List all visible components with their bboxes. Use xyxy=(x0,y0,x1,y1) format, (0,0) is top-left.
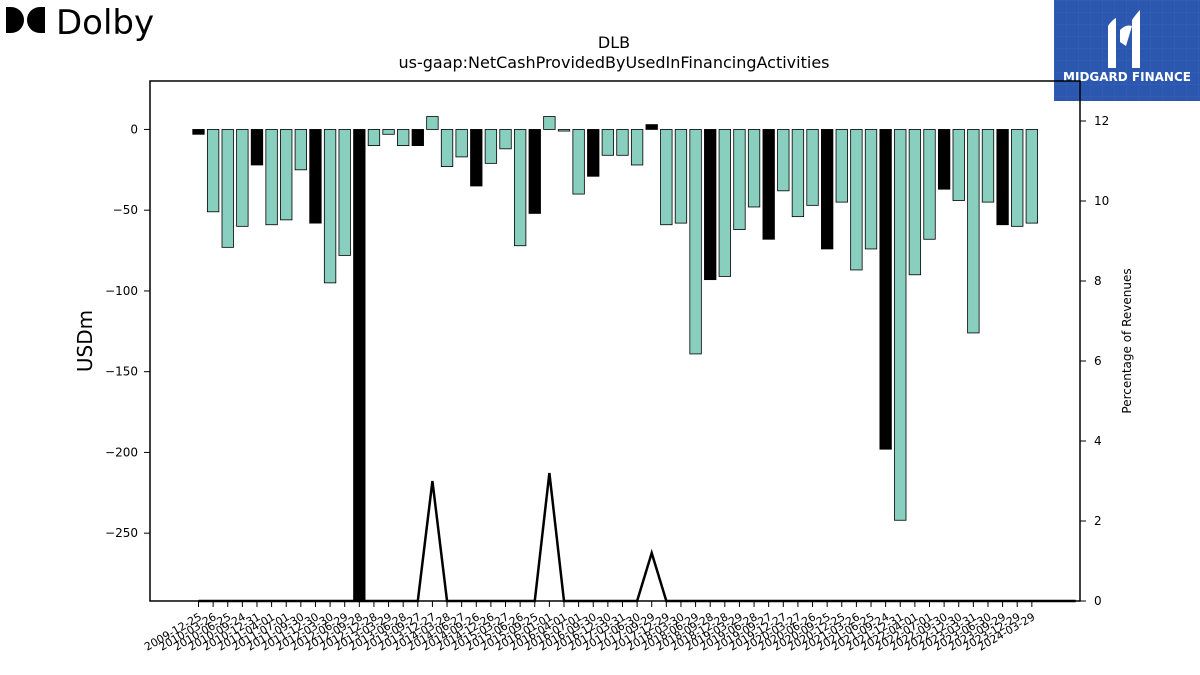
bar-2015-03-27 xyxy=(499,129,512,150)
bar-2019-03-29 xyxy=(733,129,746,230)
bar-2017-12-29 xyxy=(660,129,673,226)
bar-2021-03-26 xyxy=(850,129,863,271)
bar-2014-03-28 xyxy=(440,129,454,167)
bar-2012-09-28 xyxy=(353,129,366,602)
bar-2012-03-30 xyxy=(323,129,337,284)
bar-2018-03-30 xyxy=(674,129,688,224)
y2-axis-ticks: 0 2 4 6 8 10 12 xyxy=(1080,114,1109,608)
bar-2013-12-27 xyxy=(426,116,439,130)
bar-2020-09-25 xyxy=(821,129,834,250)
bar-2022-12-30 xyxy=(952,129,965,201)
bar-2017-06-30 xyxy=(630,129,644,166)
x-axis-ticks: 2009-12-252010-03-262010-06-252010-09-24… xyxy=(142,601,1037,654)
chart-title: DLB xyxy=(598,33,630,52)
bar-2012-06-29 xyxy=(338,129,351,256)
y-tick-label: 0 xyxy=(130,122,138,136)
bar-2023-12-29 xyxy=(1011,129,1024,227)
y2-tick-label: 0 xyxy=(1094,594,1102,608)
bar-2018-12-28 xyxy=(718,129,731,277)
bar-2010-06-25 xyxy=(221,129,234,248)
bar-2014-12-26 xyxy=(484,129,498,164)
bar-2022-07-01 xyxy=(923,129,936,240)
dolby-double-d-icon xyxy=(6,7,24,33)
bar-2016-09-30 xyxy=(587,129,600,177)
y-axis-ticks: 0 −50 −100 −150 −200 −250 xyxy=(105,122,150,540)
percentage-of-revenues-line xyxy=(198,472,1076,603)
bar-2011-07-01 xyxy=(280,129,293,221)
bar-2021-12-31 xyxy=(894,129,907,521)
midgard-emblem-icon xyxy=(1108,10,1140,68)
y-tick-label: −100 xyxy=(105,284,138,298)
bar-2017-03-31 xyxy=(616,129,629,156)
bar-2011-09-30 xyxy=(294,129,307,171)
bar-2010-09-24 xyxy=(236,129,249,227)
y2-tick-label: 2 xyxy=(1094,514,1102,528)
y-tick-label: −50 xyxy=(113,203,138,217)
bar-2022-04-01 xyxy=(908,129,922,276)
bar-2015-09-25 xyxy=(528,129,541,214)
bar-2014-06-27 xyxy=(455,129,468,158)
y2-tick-label: 10 xyxy=(1094,194,1109,208)
bar-2011-04-01 xyxy=(265,129,278,226)
midgard-finance-logo: MIDGARD FINANCE xyxy=(1054,0,1200,101)
bar-2016-01-01 xyxy=(543,116,556,130)
bar-2020-03-27 xyxy=(791,129,805,218)
bar-2022-09-30 xyxy=(937,129,951,190)
bar-2016-12-30 xyxy=(601,129,615,156)
y2-tick-label: 8 xyxy=(1094,274,1102,288)
bar-2012-12-28 xyxy=(367,129,381,146)
bar-2023-03-31 xyxy=(967,129,980,334)
bar-2018-09-28 xyxy=(704,129,717,281)
bar-2016-07-01 xyxy=(572,129,585,195)
bar-2013-09-27 xyxy=(411,129,424,146)
y2-tick-label: 6 xyxy=(1094,354,1102,368)
plot-frame xyxy=(149,80,1081,602)
y-tick-label: −200 xyxy=(105,445,138,459)
bar-2013-06-28 xyxy=(397,129,410,146)
bar-2016-04-01 xyxy=(557,129,571,132)
chart-subtitle: us-gaap:NetCashProvidedByUsedInFinancing… xyxy=(398,53,829,72)
y-axis-label: USDm xyxy=(73,310,97,372)
bar-2010-12-31 xyxy=(250,129,264,166)
bar-2010-03-26 xyxy=(206,129,220,213)
bar-2021-06-25 xyxy=(864,129,878,250)
dolby-logo: Dolby xyxy=(4,3,174,50)
bar-2023-06-30 xyxy=(981,129,995,203)
bar-2021-09-24 xyxy=(879,129,892,450)
bar-2011-12-30 xyxy=(309,129,322,224)
bar-series xyxy=(192,116,1038,602)
dolby-wordmark: Dolby xyxy=(56,4,154,43)
bar-2009-12-25 xyxy=(192,129,205,135)
y2-axis-label: Percentage of Revenues xyxy=(1120,268,1134,413)
bar-2013-03-29 xyxy=(382,129,395,135)
y2-tick-label: 4 xyxy=(1094,434,1102,448)
line-series xyxy=(198,472,1076,603)
bar-2020-12-25 xyxy=(835,129,848,203)
bar-2015-06-26 xyxy=(513,129,527,247)
bar-2024-03-29 xyxy=(1025,129,1038,224)
bar-2019-09-27 xyxy=(762,129,775,240)
y-tick-label: −150 xyxy=(105,365,138,379)
bar-2014-09-26 xyxy=(470,129,483,187)
bar-2018-06-29 xyxy=(689,129,702,355)
bar-2017-09-29 xyxy=(645,124,658,130)
bar-2020-06-26 xyxy=(806,129,819,206)
bar-2019-06-28 xyxy=(747,129,761,208)
y-tick-label: −250 xyxy=(105,526,138,540)
bar-2019-12-27 xyxy=(777,129,790,192)
midgard-finance-wordmark: MIDGARD FINANCE xyxy=(1063,70,1191,84)
y2-tick-label: 12 xyxy=(1094,114,1109,128)
bar-2023-09-29 xyxy=(996,129,1009,226)
